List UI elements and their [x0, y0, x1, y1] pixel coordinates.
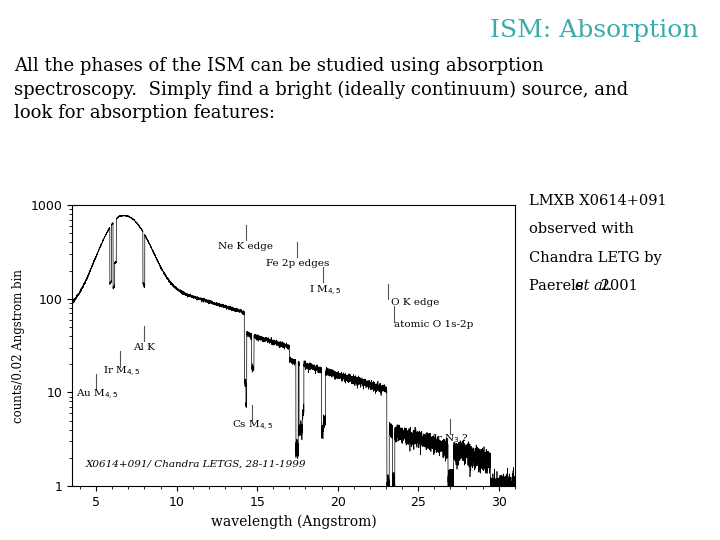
Text: ISM: Absorption: ISM: Absorption	[490, 19, 698, 42]
Text: observed with: observed with	[529, 222, 634, 237]
Text: Paerels: Paerels	[529, 279, 588, 293]
X-axis label: wavelength (Angstrom): wavelength (Angstrom)	[210, 514, 377, 529]
Text: Cs M$_{4,5}$: Cs M$_{4,5}$	[232, 418, 273, 433]
Text: All the phases of the ISM can be studied using absorption
spectroscopy.  Simply : All the phases of the ISM can be studied…	[14, 57, 629, 122]
Text: et al.: et al.	[575, 279, 612, 293]
Text: Ir M$_{4,5}$: Ir M$_{4,5}$	[103, 365, 140, 380]
Text: LMXB X0614+091: LMXB X0614+091	[529, 194, 667, 208]
Y-axis label: counts/0.02 Angstrom bin: counts/0.02 Angstrom bin	[12, 269, 25, 422]
Text: atomic O 1s-2p: atomic O 1s-2p	[394, 320, 474, 329]
Text: Chandra LETG by: Chandra LETG by	[529, 251, 662, 265]
Text: Al K: Al K	[132, 343, 155, 352]
Text: X0614+091/ Chandra LETGS, 28-11-1999: X0614+091/ Chandra LETGS, 28-11-1999	[85, 460, 306, 468]
Text: 2001: 2001	[596, 279, 638, 293]
Text: Ne K edge: Ne K edge	[218, 242, 274, 251]
Text: I M$_{4,5}$: I M$_{4,5}$	[309, 284, 341, 298]
Text: Ir N$_3$ ?: Ir N$_3$ ?	[432, 433, 469, 446]
Text: Au M$_{4,5}$: Au M$_{4,5}$	[76, 388, 119, 402]
Text: O K edge: O K edge	[391, 298, 439, 307]
Text: Fe 2p edges: Fe 2p edges	[266, 259, 329, 267]
